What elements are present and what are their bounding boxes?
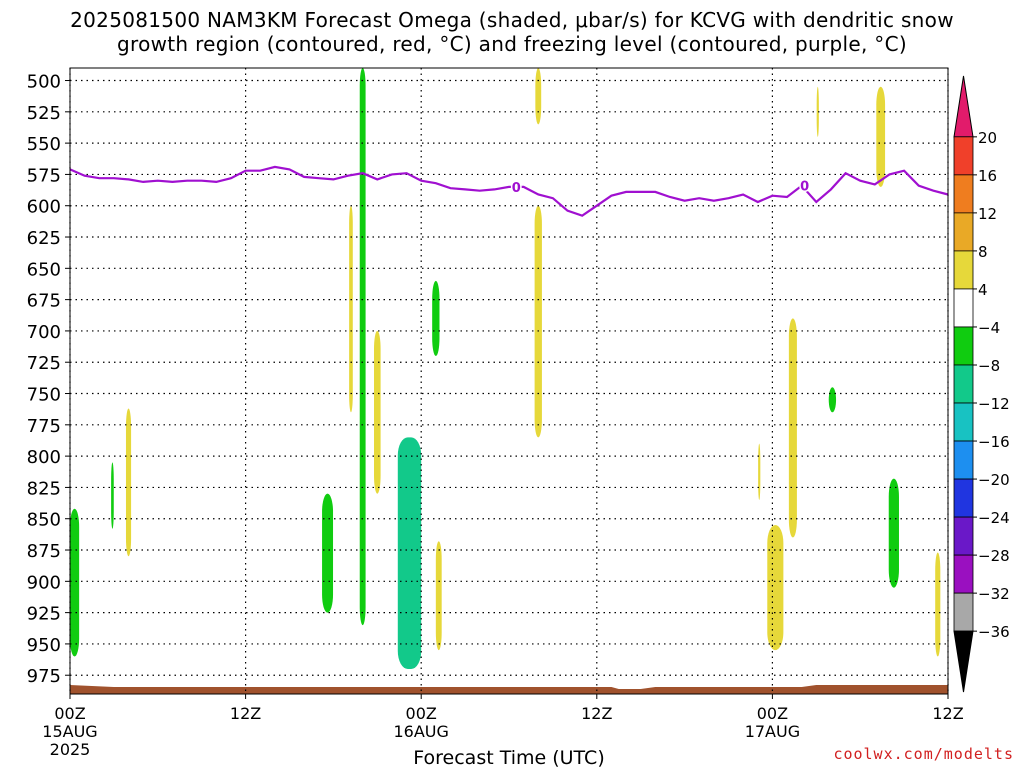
freezing-level-label: 0 — [512, 181, 521, 196]
y-tick-label: 500 — [27, 72, 61, 93]
grid-lines — [69, 68, 949, 694]
y-tick-label: 775 — [27, 416, 61, 437]
y-axis: 500 525 550 575 600 625 650 675 700 725 750 775 800 8… — [27, 72, 70, 687]
y-tick-label: 825 — [27, 478, 61, 499]
credit-text: coolwx.com/modelts — [833, 745, 1014, 763]
colorbar: 20 16 12 8 4 −4 −8 −12 −16 −20 −24 −28 −32 −36 — [953, 75, 1010, 693]
colorbar-label: −24 — [978, 509, 1010, 527]
colorbar-cell — [953, 250, 974, 290]
colorbar-label: −28 — [978, 547, 1010, 565]
y-tick-label: 525 — [27, 103, 61, 124]
omega-region-green-h2 — [111, 462, 114, 529]
y-tick-label: 700 — [27, 322, 61, 343]
colorbar-label: −12 — [978, 395, 1010, 413]
colorbar-cell — [953, 174, 974, 214]
omega-region-yellow-h49 — [788, 318, 797, 538]
colorbar-label: 8 — [978, 243, 988, 261]
y-tick-label: 600 — [27, 197, 61, 218]
y-tick-label: 575 — [27, 165, 61, 186]
omega-region-yellow-h19 — [349, 205, 353, 413]
y-tick-label: 675 — [27, 291, 61, 312]
omega-region-green-h18 — [322, 493, 334, 613]
omega-region-green-h25 — [432, 280, 440, 356]
omega-region-yellow-h59 — [935, 552, 941, 657]
colorbar-cell — [953, 326, 974, 366]
y-tick-label: 950 — [27, 635, 61, 656]
omega-region-green-h56 — [888, 478, 899, 588]
x-tick-label: 12Z — [581, 704, 612, 723]
y-tick-label: 925 — [27, 604, 61, 625]
colorbar-cell — [953, 402, 974, 442]
colorbar-label: −32 — [978, 585, 1010, 603]
colorbar-cell — [953, 212, 974, 252]
y-tick-label: 975 — [27, 666, 61, 687]
x-tick-label: 12Z — [230, 704, 261, 723]
colorbar-cell — [953, 516, 974, 556]
omega-region-teal-core-h23 — [407, 506, 418, 651]
colorbar-cell — [953, 592, 974, 632]
colorbar-top-arrow — [953, 75, 974, 138]
y-tick-label: 725 — [27, 353, 61, 374]
omega-region-yellow-h21 — [374, 330, 381, 494]
colorbar-label: 20 — [978, 129, 997, 147]
ground-shape — [70, 685, 948, 694]
omega-region-yellow-mid-h32 — [534, 205, 542, 438]
omega-shading — [70, 68, 941, 669]
omega-region-yellow-h55 — [876, 86, 886, 187]
y-tick-label: 550 — [27, 134, 61, 155]
omega-region-yellow-h48 — [767, 524, 784, 651]
colorbar-label: −16 — [978, 433, 1010, 451]
y-tick-label: 800 — [27, 447, 61, 468]
chart-title-line1: 2025081500 NAM3KM Forecast Omega (shaded… — [70, 8, 954, 32]
x-tick-date: 16AUG — [393, 722, 448, 741]
x-tick-date: 17AUG — [745, 722, 800, 741]
colorbar-label: 16 — [978, 167, 997, 185]
y-tick-label: 750 — [27, 385, 61, 406]
colorbar-cell — [953, 478, 974, 518]
x-axis-label: Forecast Time (UTC) — [413, 747, 604, 768]
colorbar-label: −36 — [978, 623, 1010, 641]
colorbar-cell — [953, 440, 974, 480]
colorbar-label: −20 — [978, 471, 1010, 489]
y-tick-label: 900 — [27, 572, 61, 593]
x-tick-label: 12Z — [932, 704, 963, 723]
omega-region-green-h52 — [828, 387, 837, 413]
omega-region-green-column-h20 — [359, 68, 366, 626]
omega-region-yellow-top-h32 — [535, 68, 542, 125]
colorbar-cell — [953, 136, 974, 176]
colorbar-label: −4 — [978, 319, 1000, 337]
freezing-level-label: 0 — [800, 180, 809, 195]
colorbar-cell — [953, 288, 974, 328]
x-tick-label: 00Z — [757, 704, 788, 723]
plot-frame — [69, 67, 949, 695]
ground-layer — [70, 685, 948, 694]
colorbar-label: −8 — [978, 357, 1000, 375]
colorbar-bottom-arrow — [953, 630, 974, 693]
omega-region-green-left-edge — [70, 508, 80, 657]
y-tick-label: 650 — [27, 259, 61, 280]
x-tick-year: 2025 — [50, 740, 91, 759]
colorbar-label: 4 — [978, 281, 988, 299]
freezing-level-line — [69, 165, 949, 217]
y-tick-label: 850 — [27, 510, 61, 531]
x-tick-label: 00Z — [406, 704, 437, 723]
omega-region-yellow-h25 — [435, 541, 442, 651]
omega-region-yellow-h51 — [816, 86, 819, 137]
y-tick-label: 625 — [27, 228, 61, 249]
colorbar-cell — [953, 554, 974, 594]
x-tick-label: 00Z — [54, 704, 85, 723]
y-tick-label: 875 — [27, 541, 61, 562]
omega-region-yellow-h4 — [125, 408, 132, 557]
colorbar-cell — [953, 364, 974, 404]
omega-region-yellow-h47 — [758, 443, 761, 500]
x-tick-date: 15AUG — [42, 722, 97, 741]
colorbar-label: 12 — [978, 205, 997, 223]
chart-title-line2: growth region (contoured, red, °C) and f… — [117, 32, 907, 56]
